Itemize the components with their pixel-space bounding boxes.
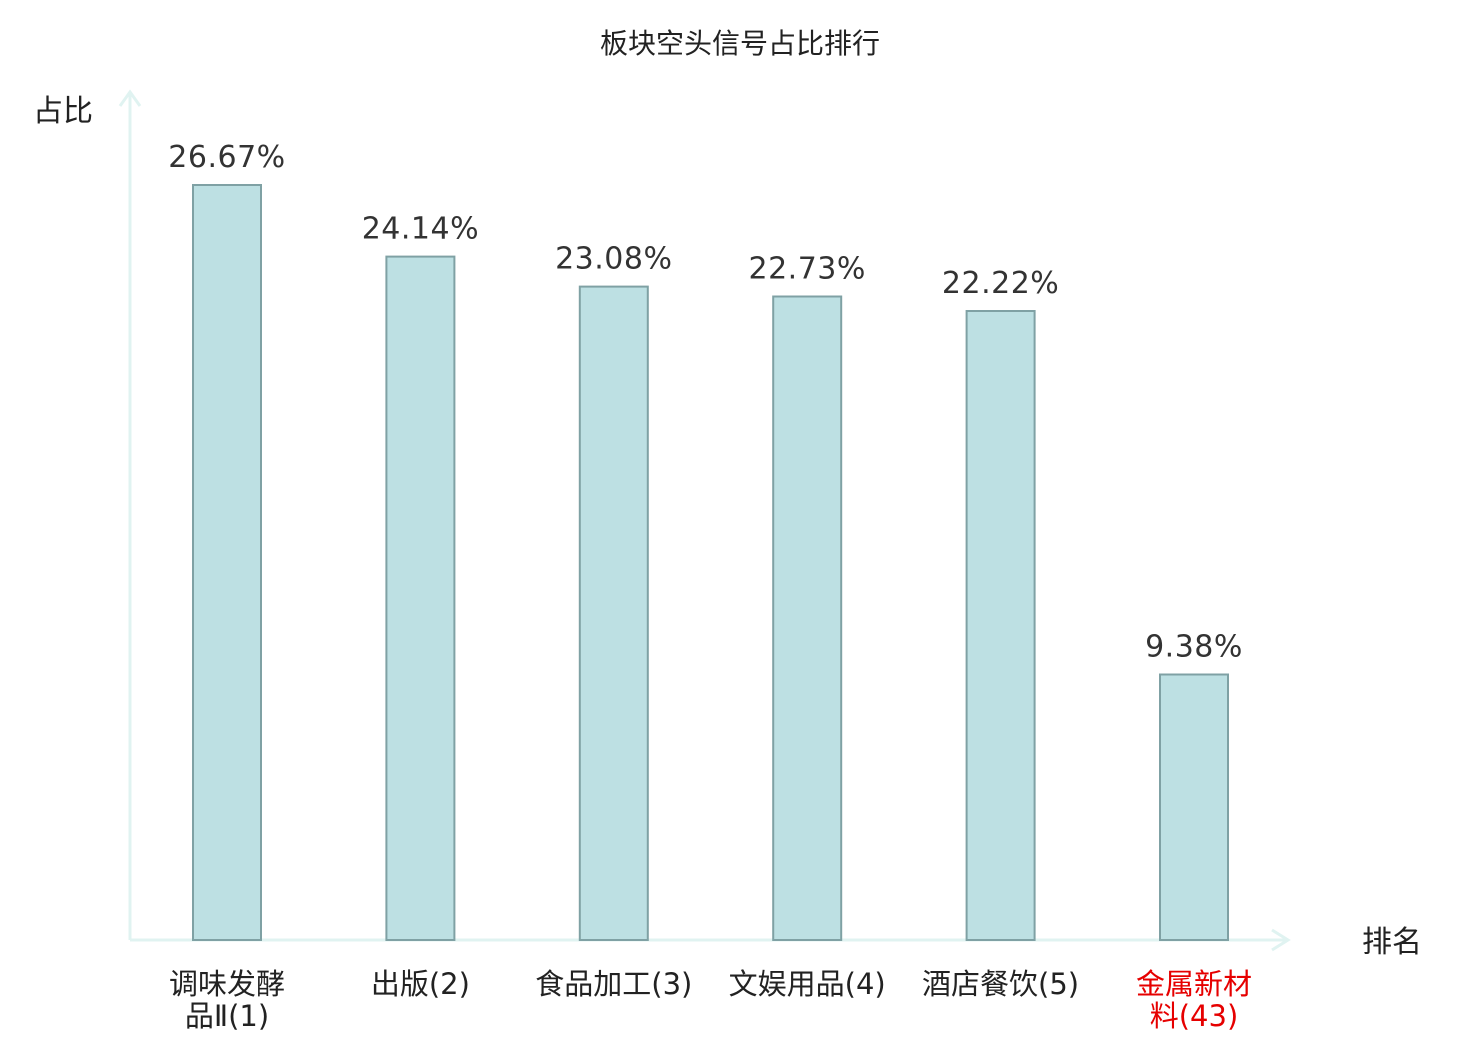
value-labels: 26.67% 24.14% 23.08% 22.73% 22.22% 9.38%: [168, 140, 1243, 665]
bar-value-label: 24.14%: [362, 212, 479, 247]
x-tick-label: 调味发酵: [169, 967, 285, 1001]
x-axis: 排名: [130, 925, 1422, 960]
bar-value-label: 26.67%: [168, 140, 285, 175]
bar-value-label: 22.22%: [942, 266, 1059, 301]
y-axis-label: 占比: [33, 94, 93, 129]
bar: [192, 184, 262, 941]
x-tick-label: 品Ⅱ(1): [185, 999, 269, 1033]
x-tick-label: 酒店餐饮(5): [922, 967, 1079, 1001]
x-axis-label: 排名: [1362, 925, 1422, 960]
y-axis-arrow-icon: [118, 89, 142, 107]
x-tick-label: 金属新材: [1136, 967, 1252, 1001]
x-tick-label: 食品加工(3): [535, 967, 692, 1001]
bar: [578, 285, 649, 942]
x-tick-label: 出版(2): [371, 967, 470, 1001]
bar-value-label: 22.73%: [749, 252, 866, 287]
y-axis: 占比: [33, 89, 142, 940]
bar: [965, 310, 1036, 941]
bar: [385, 255, 456, 942]
bar-value-label: 23.08%: [555, 242, 672, 277]
bar-series: [192, 184, 1229, 942]
bar: [1159, 673, 1229, 941]
bar-value-label: 9.38%: [1145, 630, 1243, 665]
x-tick-label: 文娱用品(4): [729, 967, 886, 1001]
x-tick-label: 料(43): [1150, 999, 1239, 1033]
x-axis-arrow-icon: [1271, 928, 1291, 952]
chart-title: 板块空头信号占比排行: [600, 27, 880, 60]
bar: [772, 295, 843, 941]
